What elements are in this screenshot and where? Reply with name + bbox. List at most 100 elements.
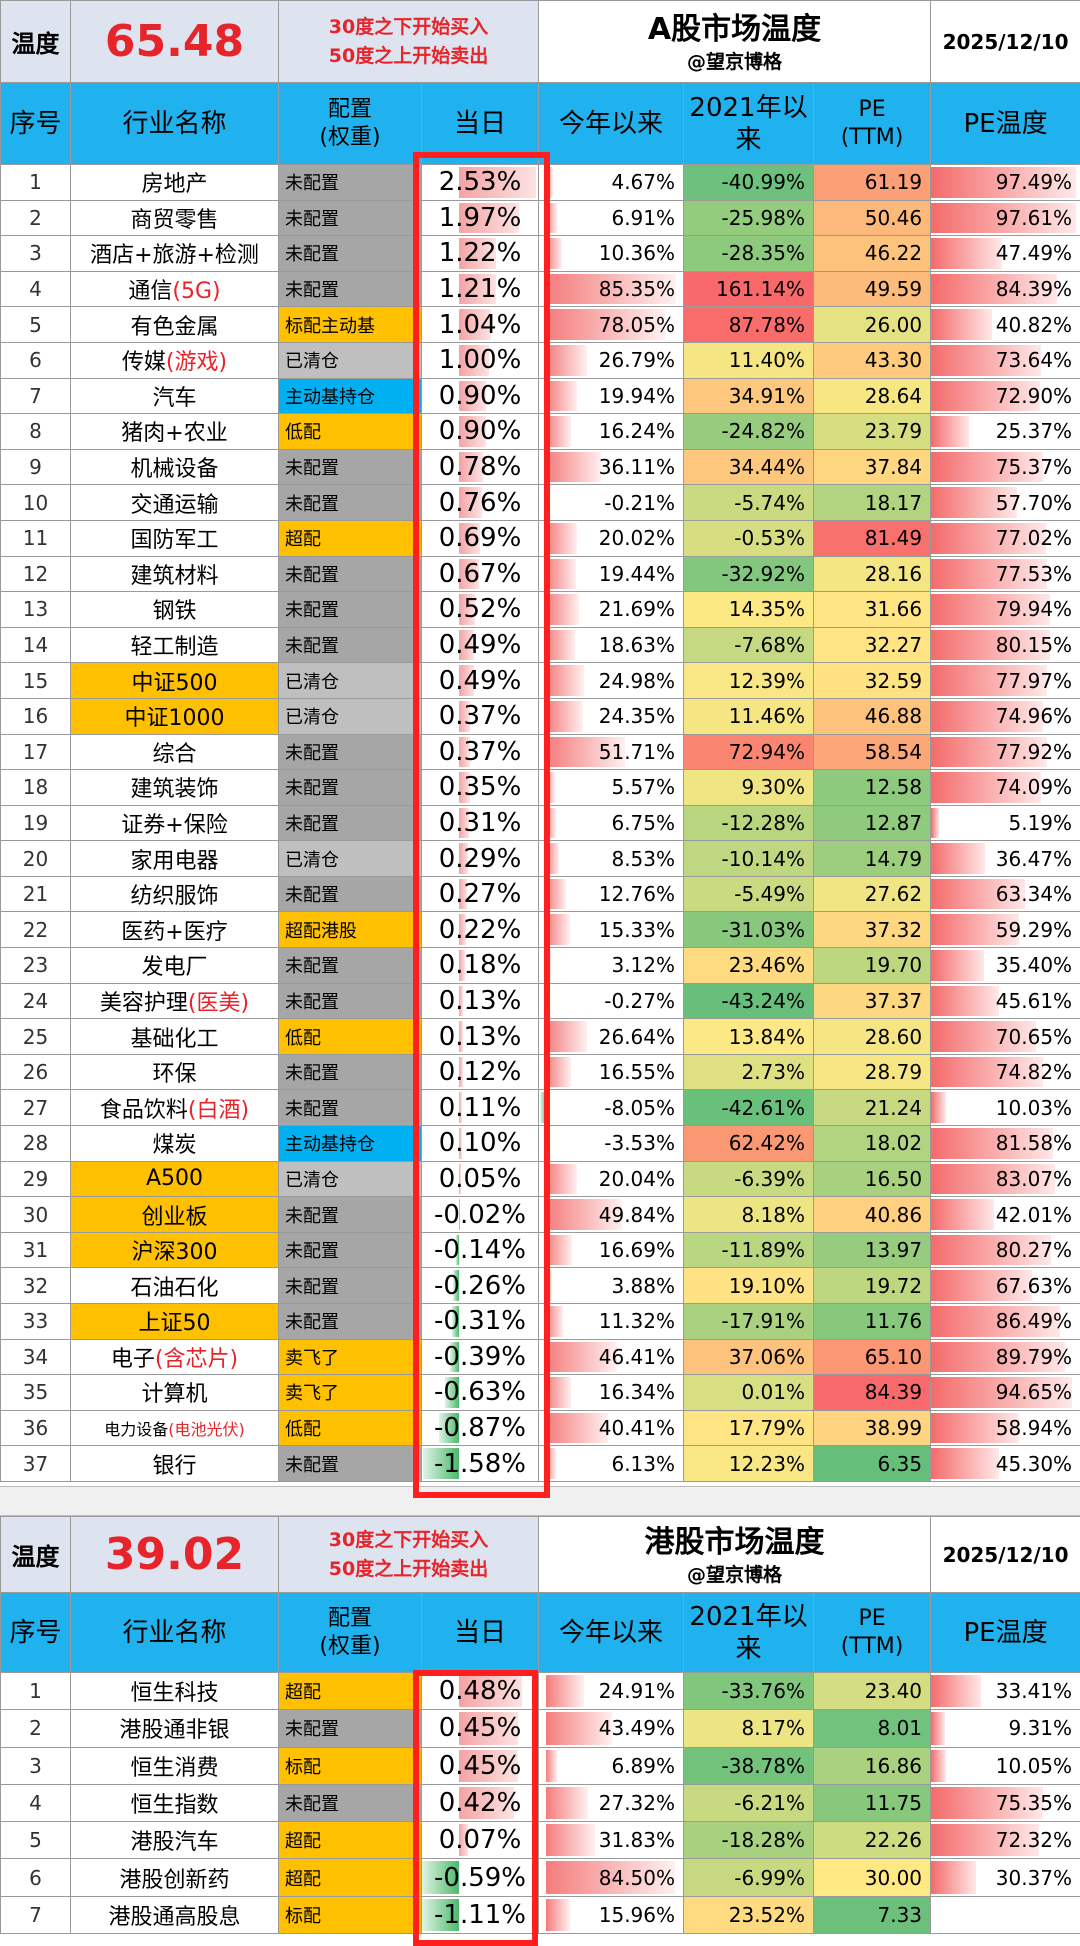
allocation-status: 未配置 [278, 875, 422, 913]
day-change-bar [423, 1448, 460, 1479]
day-change: -0.59% [420, 1858, 540, 1897]
ytd-change-value: -8.05% [604, 1095, 676, 1120]
ytd-change-value: 18.63% [598, 633, 676, 658]
pe-temperature-value: 63.34% [995, 882, 1073, 907]
allocation-status: 已清仓 [278, 1160, 422, 1198]
pe-temperature: 59.29% [930, 911, 1080, 949]
since-2021-change: 87.78% [683, 306, 815, 343]
pe-temperature-bar [931, 202, 1077, 234]
day-change-bar [459, 950, 465, 981]
since-2021-change: 23.46% [683, 947, 815, 984]
day-change-value: -1.58% [434, 1448, 526, 1479]
table-row: 27 食品饮料(白酒) 未配置 0.11% -8.05% -42.61% 21.24 10.0… [0, 1089, 1080, 1127]
pe-temperature-bar [931, 238, 1002, 269]
pe-temperature: 89.79% [930, 1338, 1080, 1376]
table-row: 23 发电厂 未配置 0.18% 3.12% 23.46% 19.70 35.40% [0, 947, 1080, 984]
ytd-change: 43.49% [538, 1709, 685, 1748]
row-index: 2 [0, 1709, 71, 1748]
row-index: 34 [0, 1338, 71, 1376]
pe-temperature-value: 72.90% [995, 383, 1073, 408]
day-change-value: 1.21% [438, 274, 522, 305]
allocation-status: 未配置 [278, 484, 422, 521]
ytd-change: 24.91% [538, 1671, 685, 1711]
day-change: 0.22% [420, 911, 540, 949]
header-alloc: 配置 (权重) [278, 82, 422, 165]
since-2021-change: -40.99% [683, 164, 815, 201]
day-change-value: 0.90% [438, 380, 522, 411]
day-change-bar [459, 1749, 519, 1782]
industry-name-note: (白酒) [187, 1097, 250, 1123]
ytd-change-value: -3.53% [604, 1131, 676, 1156]
industry-name-text: 综合 [152, 741, 197, 767]
ytd-change-value: 36.11% [598, 455, 676, 480]
pe-temperature-value: 97.61% [995, 205, 1073, 230]
section-divider [0, 1486, 1080, 1516]
industry-name: 通信(5G) [70, 270, 279, 308]
day-change-value: 0.12% [438, 1057, 522, 1088]
ytd-change: -0.27% [538, 982, 685, 1020]
row-index: 2 [0, 199, 71, 237]
pe-temperature-bar [931, 914, 1020, 946]
since-2021-change: -18.28% [683, 1821, 815, 1860]
table-row: 4 通信(5G) 未配置 1.21% 85.35% 161.14% 49.59 84.39% [0, 270, 1080, 308]
pe-temperature-bar [931, 772, 1042, 803]
day-change: 0.07% [420, 1821, 540, 1860]
allocation-status: 未配置 [278, 591, 422, 628]
day-change: 0.69% [420, 519, 540, 557]
day-change: -1.11% [420, 1895, 540, 1935]
pe-temperature-value: 80.27% [995, 1238, 1073, 1263]
since-2021-change: 19.10% [683, 1267, 815, 1304]
pe-temperature: 77.02% [930, 519, 1080, 557]
report-date: 2025/12/10 [930, 0, 1080, 83]
pe-temperature-value: 9.31% [1008, 1716, 1073, 1741]
ytd-change-value: 3.12% [611, 953, 676, 978]
pe-ttm: 38.99 [813, 1409, 932, 1447]
table-row: 4 恒生指数 未配置 0.42% 27.32% -6.21% 11.75 75.35% [0, 1783, 1080, 1823]
industry-name: 综合 [70, 733, 279, 771]
industry-name-text: 建筑装饰 [130, 777, 219, 803]
header-since2021: 2021年以来 [683, 82, 815, 165]
row-index: 6 [0, 341, 71, 379]
since-2021-change: 34.44% [683, 448, 815, 486]
industry-name-text: 家用电器 [130, 848, 219, 874]
temperature-value: 65.48 [70, 0, 279, 83]
industry-name-text: 国防军工 [130, 528, 219, 554]
day-change: 0.48% [420, 1671, 540, 1711]
day-change-value: 0.78% [438, 452, 522, 483]
pe-ttm: 28.60 [813, 1018, 932, 1055]
industry-name-text: 银行 [152, 1453, 197, 1479]
day-change-bar [453, 1270, 460, 1301]
industry-name: 中证500 [70, 662, 279, 699]
day-change-bar [444, 1377, 460, 1408]
a-share-temperature-table: 温度 65.48 30度之下开始买入 50度之上开始卖出 A股市场温度 @望京博… [0, 0, 1080, 1482]
day-change: 1.97% [420, 199, 540, 237]
pe-ttm: 18.02 [813, 1125, 932, 1162]
pe-temperature: 94.65% [930, 1374, 1080, 1411]
allocation-status: 标配 [278, 1746, 422, 1785]
industry-name-note: (电池光伏) [168, 1420, 245, 1440]
row-index: 36 [0, 1409, 71, 1447]
pe-temperature-bar [931, 629, 1051, 661]
table-row: 8 猪肉+农业 低配 0.90% 16.24% -24.82% 23.79 25.37% [0, 413, 1080, 450]
industry-name-text: 港股汽车 [130, 1830, 219, 1856]
pe-temperature-value: 10.03% [995, 1095, 1073, 1120]
day-change-bar [459, 238, 497, 269]
row-index: 4 [0, 270, 71, 308]
ytd-change: 36.11% [538, 448, 685, 486]
ytd-change-value: 6.91% [611, 205, 676, 230]
ytd-change: 51.71% [538, 733, 685, 771]
allocation-status: 卖飞了 [278, 1374, 422, 1411]
pe-temperature: 81.58% [930, 1125, 1080, 1162]
since-2021-change: -6.99% [683, 1858, 815, 1897]
day-change: -0.39% [420, 1338, 540, 1376]
day-change-bar [459, 167, 536, 198]
day-change-value: 0.10% [438, 1128, 522, 1159]
pe-ttm: 11.76 [813, 1303, 932, 1340]
ytd-change-value: 24.98% [598, 668, 676, 693]
ytd-change-bar [546, 416, 571, 447]
day-change-value: 2.53% [438, 167, 522, 198]
day-change-bar [459, 594, 475, 625]
day-change-value: 0.45% [438, 1750, 522, 1781]
since-2021-change: -6.39% [683, 1160, 815, 1198]
industry-name: 港股通非银 [70, 1709, 279, 1748]
